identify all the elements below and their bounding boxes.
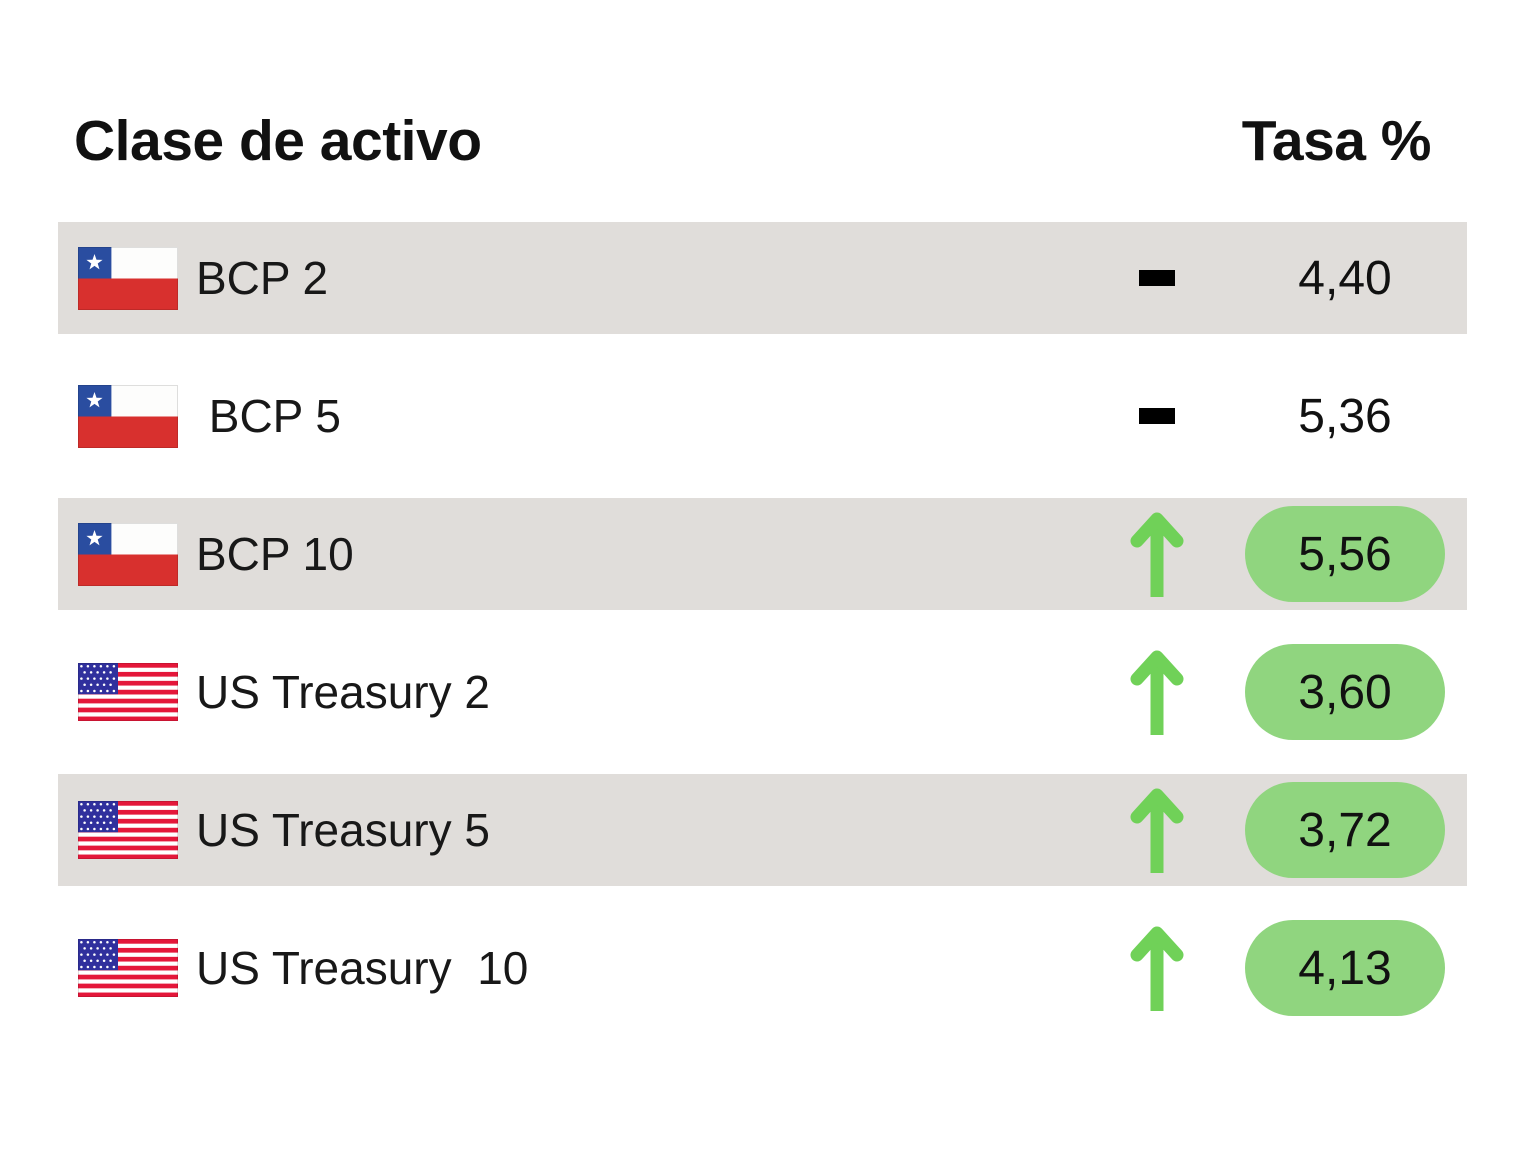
column-header-rate: Tasa % xyxy=(1241,109,1432,173)
table-row: US Treasury 2 3,60 xyxy=(58,636,1467,748)
rate-value: 3,72 xyxy=(1245,782,1445,878)
rate-value-text: 3,72 xyxy=(1298,803,1392,857)
table-header: Clase de activo Tasa % xyxy=(58,108,1467,178)
up-arrow-icon xyxy=(1125,921,1189,1015)
us-flag-icon xyxy=(78,939,178,997)
rate-value: 5,36 xyxy=(1245,368,1445,464)
us-flag-icon xyxy=(78,801,178,859)
table-row: US Treasury 10 4,13 xyxy=(58,912,1467,1024)
asset-label: US Treasury 10 xyxy=(196,942,529,994)
table-row: US Treasury 5 3,72 xyxy=(58,774,1467,886)
rate-value-text: 4,13 xyxy=(1298,941,1392,995)
asset-label: BCP 10 xyxy=(196,528,354,580)
up-arrow-icon xyxy=(1125,507,1189,601)
column-header-asset-class: Clase de activo xyxy=(74,109,482,173)
table-body: BCP 2 4,40 BCP 5 5,36 BCP 10 5,56 US Tre… xyxy=(58,222,1467,1024)
table-row: BCP 10 5,56 xyxy=(58,498,1467,610)
rate-value: 5,56 xyxy=(1245,506,1445,602)
asset-label: US Treasury 5 xyxy=(196,804,490,856)
rate-value-text: 4,40 xyxy=(1298,251,1392,305)
us-flag-icon xyxy=(78,663,178,721)
rates-panel: Clase de activo Tasa % BCP 2 4,40 BCP 5 … xyxy=(58,0,1467,1024)
chile-flag-icon xyxy=(78,246,178,310)
chile-flag-icon xyxy=(78,384,178,448)
chile-flag-icon xyxy=(78,522,178,586)
rate-value: 3,60 xyxy=(1245,644,1445,740)
flat-dash-icon xyxy=(1125,408,1189,424)
rate-value: 4,13 xyxy=(1245,920,1445,1016)
up-arrow-icon xyxy=(1125,645,1189,739)
rate-value-text: 5,56 xyxy=(1298,527,1392,581)
rate-value-text: 5,36 xyxy=(1298,389,1392,443)
asset-label: US Treasury 2 xyxy=(196,666,490,718)
rate-value-text: 3,60 xyxy=(1298,665,1392,719)
flat-dash-icon xyxy=(1125,270,1189,286)
up-arrow-icon xyxy=(1125,783,1189,877)
table-row: BCP 2 4,40 xyxy=(58,222,1467,334)
rate-value: 4,40 xyxy=(1245,230,1445,326)
asset-label: BCP 5 xyxy=(196,390,341,442)
table-row: BCP 5 5,36 xyxy=(58,360,1467,472)
asset-label: BCP 2 xyxy=(196,252,329,304)
